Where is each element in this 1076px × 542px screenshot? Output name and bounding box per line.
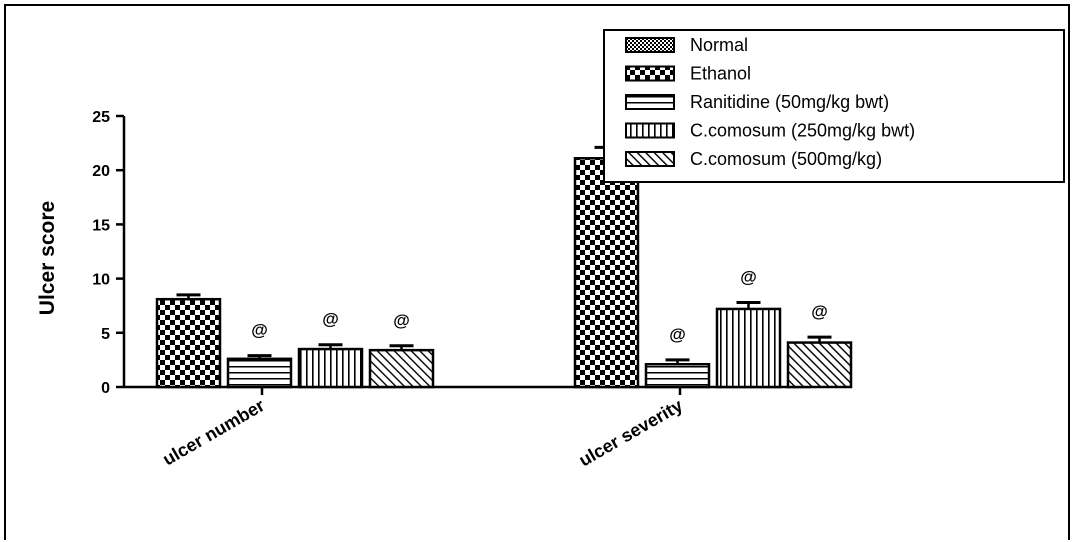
legend-label: Ranitidine (50mg/kg bwt): [690, 92, 889, 112]
legend-label: C.comosum (250mg/kg bwt): [690, 121, 915, 141]
y-tick-label: 25: [92, 109, 110, 126]
legend-swatch: [625, 65, 675, 82]
legend-swatch: [625, 151, 675, 167]
legend-swatch: [625, 94, 675, 110]
x-tick-label: ulcer severity: [575, 395, 686, 470]
y-tick-label: 20: [92, 163, 110, 180]
figure-frame: [4, 4, 1070, 540]
y-axis-label: Ulcer score: [36, 201, 59, 315]
y-tick-label: 5: [101, 326, 110, 343]
bar: [226, 357, 293, 389]
legend-swatch: [625, 37, 675, 53]
bar: [155, 297, 222, 389]
significance-marker: @: [251, 321, 268, 340]
y-tick-label: 0: [101, 380, 110, 397]
legend: Normal Ethanol Ranitidine (50mg/kg bwt) C.c…: [603, 29, 1065, 183]
y-tick-label: 10: [92, 272, 110, 289]
legend-box: [603, 29, 1065, 183]
bar: [573, 157, 640, 389]
x-tick-label: ulcer number: [159, 395, 268, 469]
significance-marker: @: [811, 302, 828, 321]
bar: [368, 348, 435, 389]
bar: [297, 347, 364, 389]
bar: [786, 341, 853, 389]
legend-swatch: [625, 122, 675, 139]
legend-label: Normal: [690, 35, 748, 55]
y-tick-label: 15: [92, 217, 110, 234]
significance-marker: @: [740, 267, 757, 286]
bar: [715, 307, 782, 389]
significance-marker: @: [322, 310, 339, 329]
bar: [644, 362, 711, 389]
significance-marker: @: [669, 325, 686, 344]
legend-label: C.comosum (500mg/kg): [690, 149, 882, 169]
legend-label: Ethanol: [690, 64, 751, 84]
significance-marker: @: [393, 311, 410, 330]
